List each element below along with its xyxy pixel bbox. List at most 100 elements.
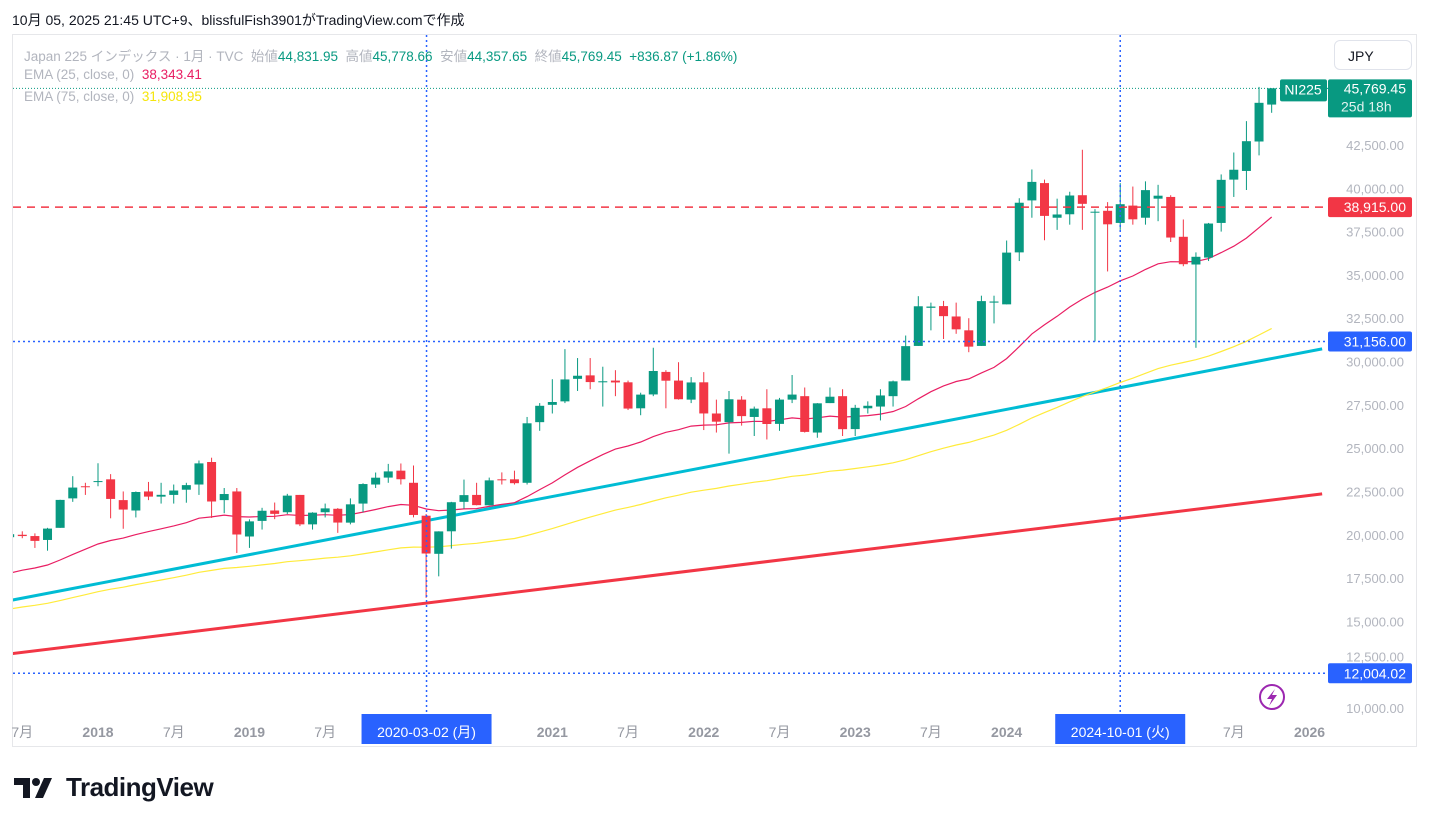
candle [232,488,242,553]
candle [194,460,204,495]
candle-body [686,382,696,400]
x-tick-label: 2018 [82,724,113,740]
tradingview-logo[interactable]: TradingView [14,772,214,803]
candle-body [535,405,545,423]
candle-body [1014,202,1024,253]
candle-body [68,487,78,499]
candle-body [863,405,873,409]
ema25-line [13,216,1273,573]
candle [901,335,911,381]
candle [989,295,999,324]
candle [1090,209,1100,342]
x-tick-label: 7月 [769,724,791,740]
ema25-legend[interactable]: EMA (25, close, 0) 38,343.41 [24,67,202,82]
lightning-event-icon[interactable] [1259,684,1285,710]
candle-body [573,375,583,379]
price-label-value: 38,915.00 [1344,199,1406,215]
candle-body [1216,179,1226,223]
candle-body [749,408,759,417]
y-tick-label: 10,000.00 [1346,701,1404,716]
candle-body [661,371,671,381]
candle-body [901,346,911,381]
currency-button[interactable]: JPY [1334,40,1412,70]
y-tick-label: 37,500.00 [1346,225,1404,240]
candle-body [232,491,242,535]
candle [106,474,116,519]
candle [409,465,418,518]
candle [257,507,267,530]
candle-body [648,370,658,395]
candle [661,370,671,409]
open-label: 始値 [250,49,278,64]
candle-body [421,515,431,554]
candle [1216,174,1226,232]
symbol-tag: NI225 [1284,81,1322,97]
plot-area [13,86,1328,675]
candle [1204,222,1214,262]
y-tick-label: 27,500.00 [1346,398,1404,413]
candle [131,491,141,518]
candle-body [1254,102,1264,142]
candle-body [169,490,179,495]
y-tick-label: 15,000.00 [1346,614,1404,629]
candle [371,472,381,488]
candle-body [699,382,709,414]
candle-body [333,508,343,523]
candle [585,358,595,390]
candle-body [106,479,116,499]
candle [863,401,873,414]
candle-body [850,407,860,430]
date-label: 2024-10-01 (火) [1071,724,1170,740]
candle [17,531,27,539]
date-label: 2020-03-02 (月) [377,724,476,740]
date-label-badge [361,714,492,744]
candle [169,484,179,504]
candle [636,392,646,416]
candle [55,499,65,528]
candle [1267,88,1277,113]
candle [1077,149,1087,230]
candle-body [1090,211,1100,213]
candle [1153,184,1163,222]
candle-body [409,482,418,515]
candle [446,501,456,549]
candle [1128,186,1138,225]
candle [522,416,532,485]
candle [1027,169,1037,218]
candle [1241,121,1251,191]
candle [787,374,797,404]
candle [560,349,570,404]
high-value: 45,778.66 [372,49,433,64]
candle [1040,179,1049,241]
candle [964,318,974,353]
change-value: +836.87 (+1.86%) [629,49,738,64]
candle-body [598,381,608,383]
candle [472,482,482,506]
candle [295,494,305,527]
candle-body [156,494,166,497]
candle [80,482,90,495]
candle [711,399,721,433]
candle-body [509,479,519,484]
candle [93,463,103,487]
candle [207,457,217,518]
ema75-value: 31,908.95 [141,89,202,104]
x-tick-label: 2024 [991,724,1022,740]
date-label-badge [1055,714,1186,744]
candle [699,372,709,431]
x-tick-label: 2019 [234,724,265,740]
high-label: 高値 [345,49,373,64]
candle [951,302,961,334]
candle-body [762,408,772,425]
symbol-name: Japan 225 インデックス · 1月 · TVC [24,49,244,64]
candle-body [446,502,456,532]
y-tick-label: 12,500.00 [1346,649,1404,664]
ema75-legend[interactable]: EMA (75, close, 0) 31,908.95 [24,89,202,104]
candle-body [257,510,267,521]
candle [1254,86,1264,156]
candle [686,377,696,404]
y-tick-label: 32,500.00 [1346,311,1404,326]
candle-body [80,486,90,488]
candle-body [951,316,961,330]
